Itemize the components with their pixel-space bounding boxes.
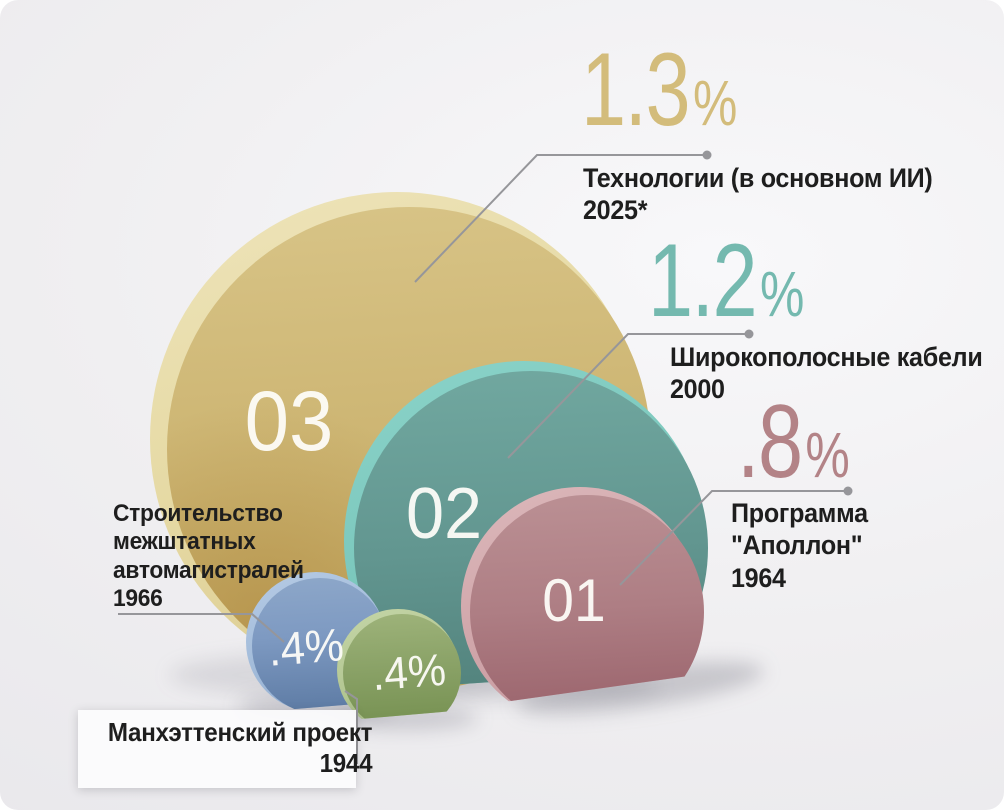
interstate-label-line2: межштатных: [113, 528, 256, 556]
apollo-percent-sign: %: [805, 419, 850, 491]
callout-apollo-value: .8 %: [737, 390, 850, 494]
interstate-label-line3: автомагистралей: [113, 556, 304, 584]
broadband-percent-number: 1.2: [648, 223, 758, 339]
disc-manhattan: [337, 609, 465, 721]
callout-technology-value: 1.3 %: [581, 38, 737, 142]
technology-percent-number: 1.3: [581, 32, 691, 148]
disc-manhattan-face: [343, 614, 461, 721]
technology-label-line1: Технологии (в основном ИИ): [583, 163, 933, 193]
callout-broadband-value: 1.2 %: [648, 229, 804, 333]
callout-interstate-label: Строительство межштатных автомагистралей…: [113, 500, 304, 614]
disc-rank-02: 02: [405, 474, 483, 554]
disc-rank-01: 01: [542, 567, 606, 634]
manhattan-label-year: 1944: [319, 748, 373, 779]
callout-apollo-label: Программа "Аполлон" 1964: [731, 497, 868, 594]
broadband-label-line1: Широкополосные кабели: [670, 342, 983, 372]
interstate-label-line1: Строительство: [113, 500, 283, 527]
disc-value-interstate: .4%: [266, 618, 346, 676]
disc-value-manhattan: .4%: [370, 643, 448, 701]
disc-rank-03: 03: [244, 374, 334, 468]
manhattan-label-line1: Манхэттенский проект: [107, 717, 373, 747]
apollo-label-year: 1964: [731, 562, 786, 593]
interstate-label-year: 1966: [113, 585, 163, 613]
leader-dot-technology: [702, 150, 712, 160]
apollo-label-line2: "Аполлон": [731, 530, 863, 561]
apollo-label-line1: Программа: [731, 498, 868, 528]
callout-manhattan-panel: Манхэттенский проект 1944: [78, 710, 373, 789]
apollo-percent-number: .8: [737, 384, 803, 500]
callout-technology-label: Технологии (в основном ИИ) 2025*: [583, 162, 933, 227]
broadband-percent-sign: %: [759, 258, 805, 330]
technology-percent-sign: %: [692, 67, 738, 139]
technology-label-year: 2025*: [583, 195, 648, 226]
